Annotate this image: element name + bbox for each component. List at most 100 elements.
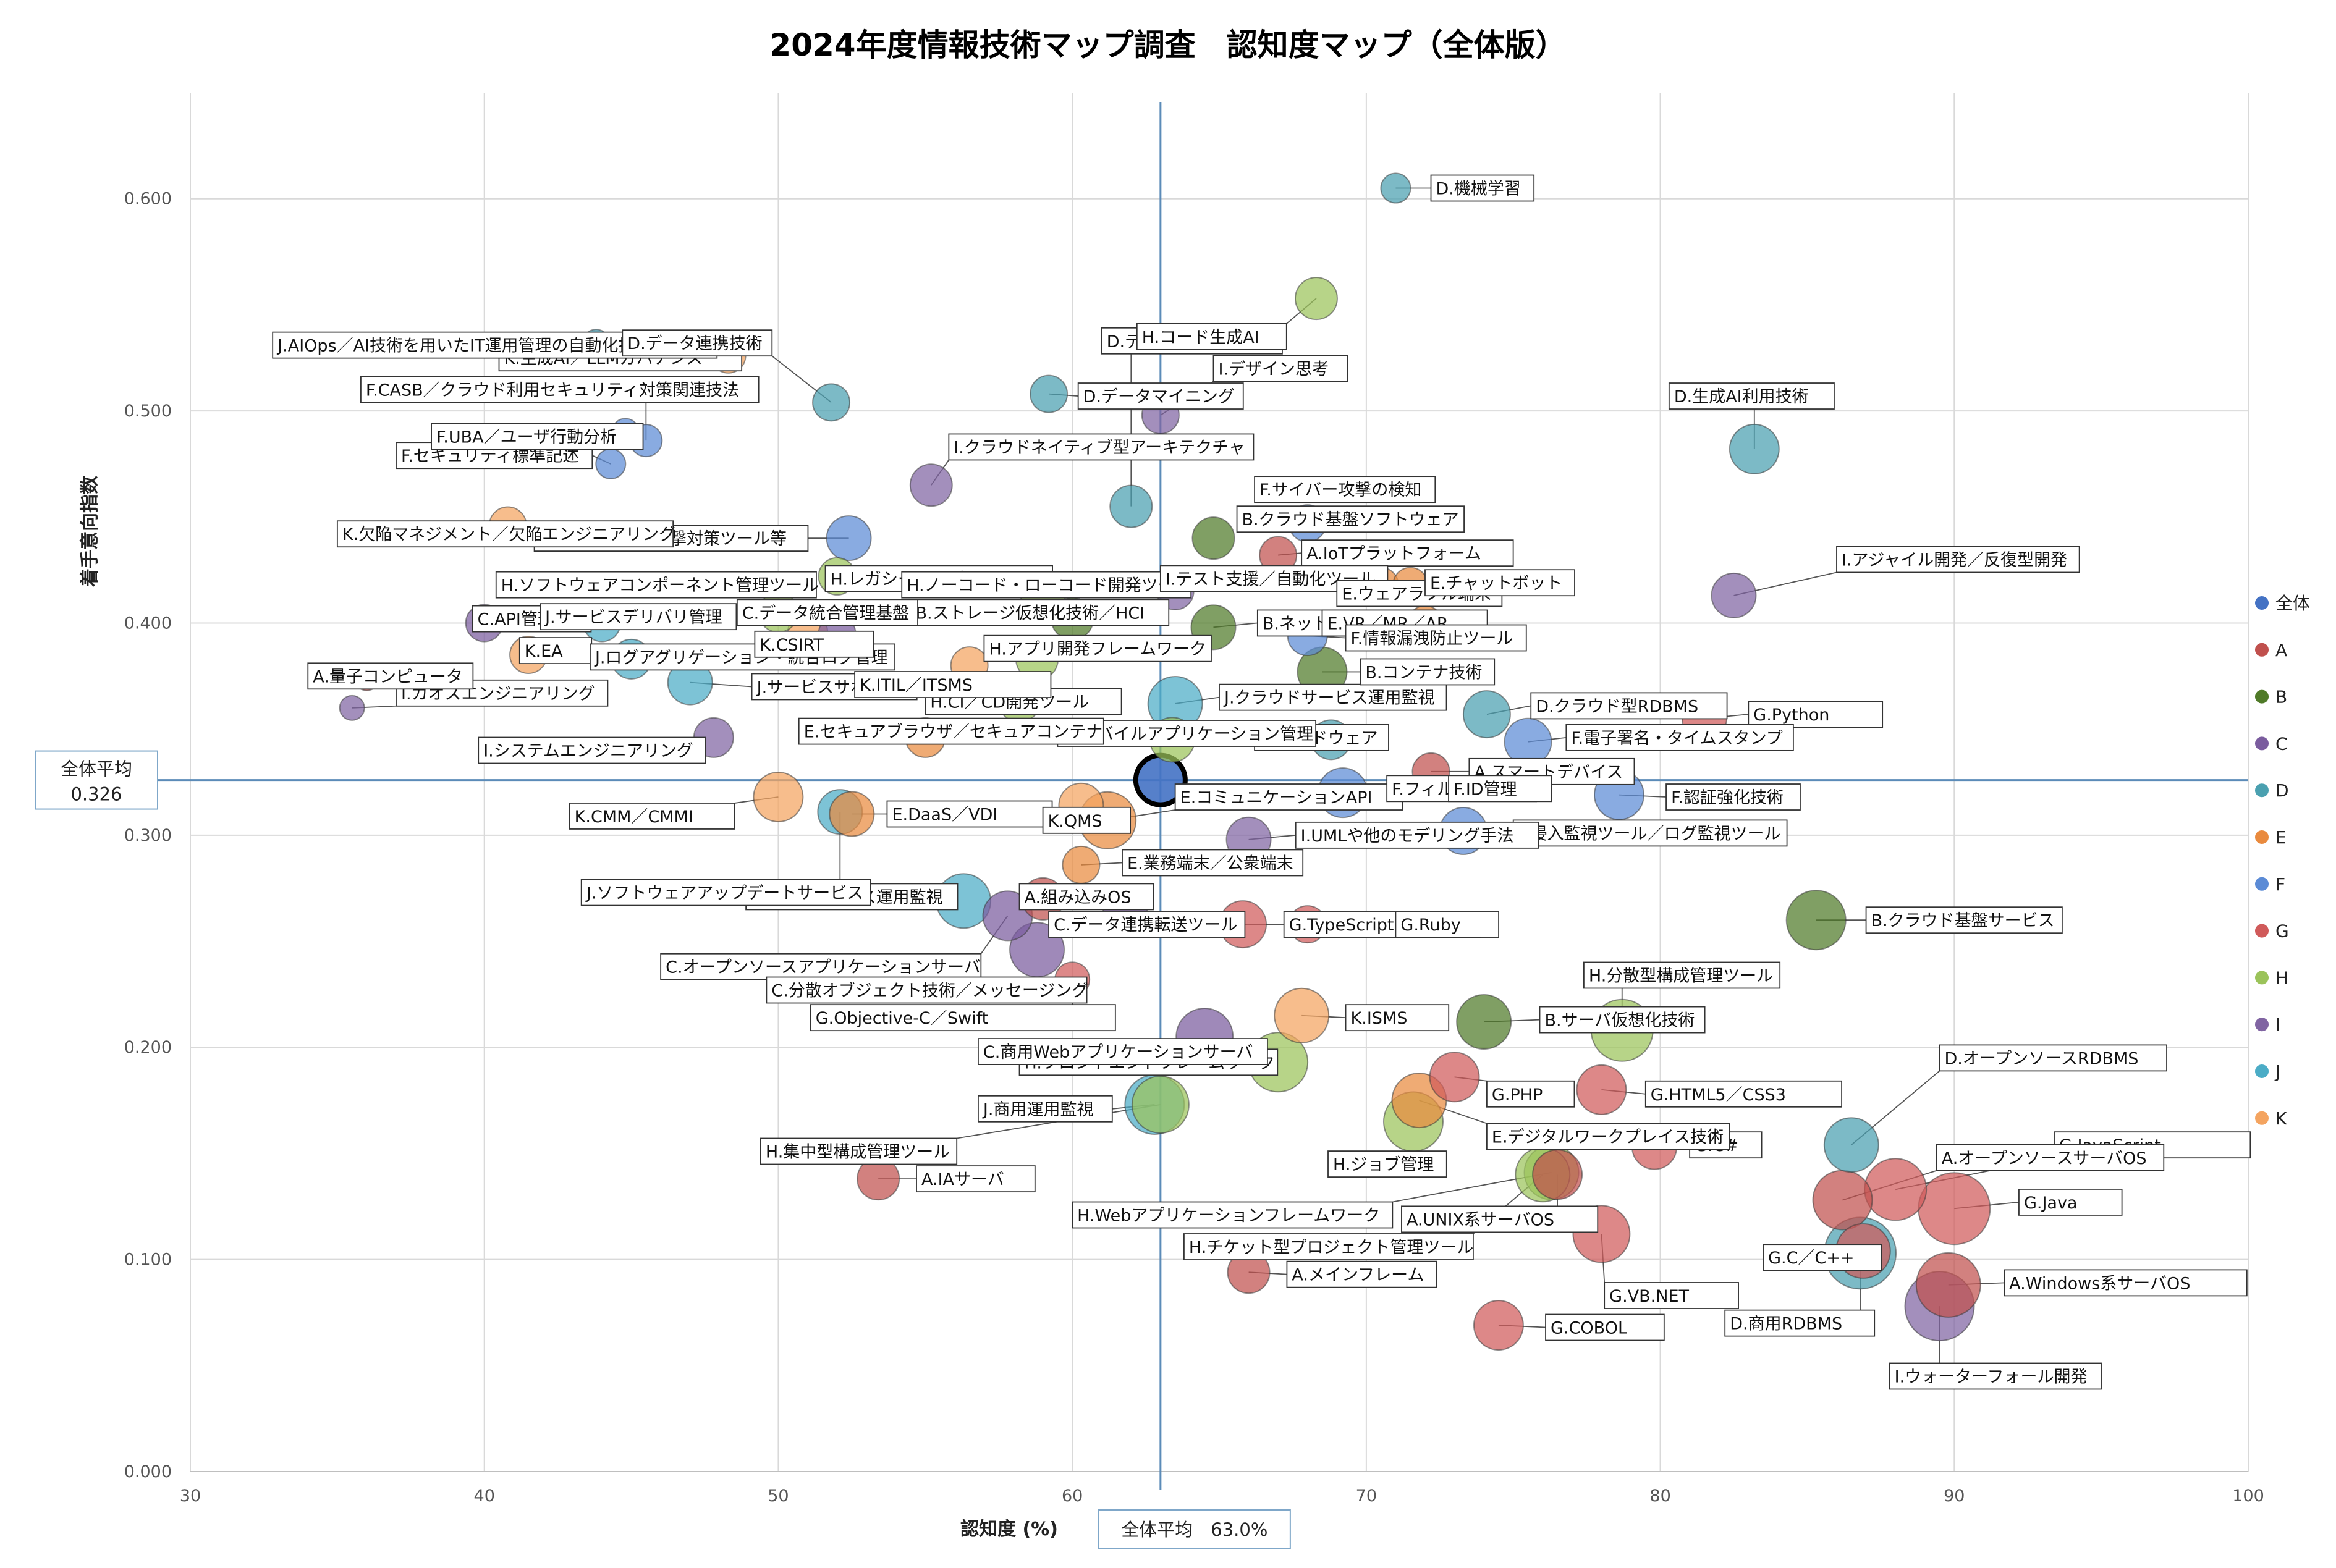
legend-marker: [2255, 736, 2269, 751]
data-label-box: [1865, 906, 2063, 934]
legend-entry: G: [2275, 921, 2289, 942]
bubble-point: [812, 383, 851, 422]
data-label: H.モバイルアプリケーション管理: [1062, 725, 1313, 744]
bubble-point: [1462, 690, 1511, 739]
data-label: D.データ連携技術: [627, 334, 762, 353]
data-label: E.コミュニケーションAPI: [1180, 788, 1373, 807]
data-label-box: [1360, 658, 1496, 686]
data-label: G.C／C++: [1768, 1249, 1854, 1268]
data-label-box: [948, 433, 1255, 461]
data-label: J.クラウドサービス運用監視: [1223, 689, 1435, 708]
chart-title: 2024年度情報技術マップ調査 認知度マップ（全体版）: [769, 27, 1566, 63]
bubble-point: [1812, 1170, 1873, 1231]
data-label-box: [1219, 683, 1447, 711]
data-label: C.分散オブジェクト技術／メッセージング: [771, 982, 1088, 1001]
data-label-box: [1644, 1080, 1843, 1108]
legend-marker: [2255, 1018, 2269, 1032]
data-label: J.AIOps／AI技術を用いたIT運用管理の自動化技術: [276, 337, 651, 356]
data-label-box: [754, 630, 874, 658]
data-label-box: [760, 1137, 958, 1165]
data-labels: D.機械学習 D.生成AI利用技術 I.アジャイル開発／反復型開発 G.Python F…: [272, 174, 2251, 1390]
legend-marker: [2255, 643, 2269, 657]
data-label-box: [1565, 723, 1794, 751]
data-label: A.量子コンピュータ: [313, 667, 463, 686]
bubble-point: [595, 448, 627, 479]
data-label-box: [983, 634, 1212, 662]
data-label: E.デジタルワークプレイス技術: [1492, 1128, 1724, 1147]
data-label-box: [1077, 382, 1244, 410]
data-label: G.COBOL: [1551, 1318, 1627, 1338]
data-label: K.CSIRT: [760, 636, 824, 655]
data-label: G.HTML5／CSS3: [1651, 1085, 1786, 1105]
x-axis-title: 認知度 (%): [960, 1519, 1058, 1540]
x-tick-label: 70: [1356, 1486, 1377, 1506]
data-label-box: [2018, 1189, 2123, 1216]
data-label: H.アプリ開発フレームワーク: [989, 640, 1206, 659]
data-label-box: [1939, 1044, 2167, 1072]
bubble-point: [1729, 423, 1780, 474]
data-label: F.CASB／クラウド利用セキュリティ対策関連技法: [366, 381, 739, 400]
data-label: F.電子署名・タイムスタンプ: [1571, 729, 1782, 748]
data-label: F.セキュリティ標準記述: [401, 447, 579, 466]
data-label: J.サービスデリバリ管理: [544, 608, 722, 627]
bubble-point: [1576, 1064, 1627, 1115]
data-label: F.侵入監視ツール／ログ監視ツール: [1518, 824, 1781, 843]
data-label-box: [886, 800, 1053, 828]
bubble-point: [339, 694, 365, 721]
x-tick-label: 90: [1944, 1486, 1965, 1506]
y-tick-label: 0.000: [124, 1462, 172, 1482]
data-label-box: [1836, 546, 2080, 573]
bubble-point: [1030, 374, 1069, 413]
data-label-box: [1430, 174, 1535, 202]
bubble-point: [1785, 890, 1847, 951]
data-label: K.CMM／CMMI: [575, 807, 693, 827]
y-tick-label: 0.200: [124, 1038, 172, 1057]
data-label-box: [910, 599, 1170, 626]
average-y-label: 全体平均: [61, 759, 132, 780]
x-tick-label: 50: [768, 1486, 789, 1506]
data-label: A.Windows系サーバOS: [2009, 1274, 2190, 1293]
data-label-box: [1236, 505, 1465, 533]
data-label-box: [1327, 1150, 1447, 1178]
data-label-box: [1448, 775, 1552, 803]
legend-marker: [2255, 971, 2269, 985]
data-label: J.商用運用監視: [982, 1100, 1094, 1119]
average-x-box: [1098, 1509, 1291, 1549]
data-label: G.PHP: [1492, 1085, 1543, 1105]
bubble-point: [1294, 277, 1338, 321]
legend-marker: [2255, 596, 2269, 610]
data-label: G.Python: [1753, 706, 1829, 725]
data-label-box: [307, 662, 474, 690]
bubble-point: [1456, 994, 1512, 1050]
data-label-box: [978, 1095, 1113, 1123]
data-label-box: [916, 1165, 1036, 1193]
data-label: C.オープンソースアプリケーションサーバ: [666, 958, 981, 977]
data-label: A.オープンソースサーバOS: [1942, 1149, 2147, 1168]
data-label: A.メインフレーム: [1292, 1266, 1424, 1285]
data-label: A.IoTプラットフォーム: [1306, 544, 1481, 563]
bubble-point: [1429, 1052, 1480, 1103]
data-label: B.サーバ仮想化技術: [1545, 1011, 1695, 1031]
data-label-box: [1604, 1282, 1739, 1309]
data-label: K.ITIL／ITSMS: [860, 676, 973, 695]
data-label-box: [810, 1004, 1116, 1032]
data-label-box: [798, 717, 1104, 745]
legend-marker: [2255, 1111, 2269, 1125]
data-label: H.コード生成AI: [1142, 328, 1259, 347]
bubble-point: [1918, 1172, 1991, 1246]
x-tick-label: 80: [1649, 1486, 1670, 1506]
bubble-point: [753, 772, 804, 823]
data-label: I.クラウドネイティブ型アーキテクチャ: [954, 438, 1245, 457]
data-label-box: [978, 1038, 1268, 1065]
data-label-box: [1254, 476, 1436, 504]
data-label-box: [580, 879, 871, 906]
data-label: G.VB.NET: [1609, 1287, 1689, 1306]
data-label-box: [431, 423, 644, 450]
data-label: K.ISMS: [1351, 1009, 1408, 1028]
data-label: G.TypeScript: [1289, 916, 1394, 935]
data-label-box: [1183, 1233, 1474, 1260]
legend-entry: 全体: [2275, 593, 2310, 613]
legend-entry: K: [2275, 1108, 2287, 1129]
data-label: H.ノーコード・ローコード開発ツール: [907, 576, 1191, 596]
data-label-box: [495, 571, 817, 599]
